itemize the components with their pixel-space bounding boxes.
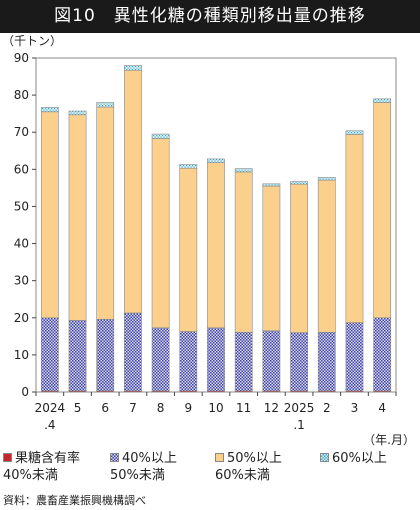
legend-swatch [3, 453, 12, 462]
x-tick-label: 11 [236, 401, 251, 415]
x-tick-label: .1 [293, 418, 304, 432]
legend-item-2: 40%以上 50%未満 [110, 450, 177, 484]
y-tick-label: 70 [14, 125, 29, 139]
bar-segment-3 [96, 106, 115, 320]
legend-sublabel: 50%未満 [110, 468, 165, 483]
y-tick-label: 80 [14, 88, 29, 102]
bar-segment-4 [290, 181, 308, 185]
bar-segment-4 [151, 133, 170, 139]
bar-segment-4 [179, 164, 198, 169]
source-note: 資料：農畜産業振興機構調べ [3, 494, 146, 507]
bar-segment-3 [373, 102, 392, 319]
bar-segment-2 [317, 331, 336, 392]
bar-segment-2 [345, 322, 364, 392]
bar-segment-4 [234, 168, 253, 173]
x-tick-label: 9 [184, 401, 192, 415]
bar-segment-2 [68, 320, 87, 392]
legend-sublabel: 60%未満 [215, 468, 270, 483]
x-tick-label: 8 [157, 401, 165, 415]
x-tick-label: 3 [351, 401, 359, 415]
y-tick-label: 40 [14, 237, 29, 251]
bar-segment-2 [124, 312, 142, 392]
legend: 果糖含有率 40%未満 40%以上 50%未満 50%以上 60%未満 60%以上 [0, 450, 420, 490]
x-tick-label: 6 [101, 401, 109, 415]
legend-sublabel: 40%未満 [3, 468, 58, 483]
y-tick-label: 10 [14, 348, 29, 362]
bar-segment-4 [207, 158, 225, 163]
x-tick-label: 2024 [35, 401, 66, 415]
x-tick-label: 4 [378, 401, 386, 415]
bar-segment-2 [151, 327, 170, 392]
legend-label: 果糖含有率 [15, 451, 81, 466]
y-tick-label: 0 [21, 385, 29, 399]
bar-segment-3 [207, 162, 225, 329]
bar-segment-3 [124, 69, 142, 314]
x-tick-label: .4 [44, 418, 55, 432]
bar-segment-4 [345, 130, 364, 135]
bar-segment-3 [179, 167, 198, 332]
bar-segment-2 [234, 331, 253, 392]
legend-label: 40%以上 [122, 451, 177, 466]
bar-segment-2 [207, 327, 225, 392]
y-unit-label: （千トン） [2, 34, 62, 48]
x-unit-label: （年.月） [363, 433, 415, 447]
legend-swatch [320, 453, 329, 462]
bar-segment-3 [262, 185, 281, 332]
bar-segment-2 [373, 317, 392, 392]
y-tick-label: 60 [14, 162, 29, 176]
chart-title: 図10 異性化糖の種類別移出量の推移 [0, 0, 420, 33]
bar-segment-4 [373, 98, 392, 103]
legend-item-1: 果糖含有率 40%未満 [3, 450, 80, 484]
bar-segment-2 [96, 318, 115, 392]
y-tick-label: 30 [14, 274, 29, 288]
bar-segment-3 [317, 179, 336, 333]
bar-segment-3 [290, 183, 308, 333]
bar-segment-4 [40, 107, 59, 113]
bar-segment-4 [68, 110, 87, 116]
bar-segment-3 [345, 134, 364, 323]
x-tick-label: 7 [129, 401, 137, 415]
x-tick-label: 12 [264, 401, 279, 415]
x-tick-label: 2 [323, 401, 331, 415]
bar-segment-3 [68, 114, 87, 321]
x-tick-label: 10 [208, 401, 223, 415]
x-tick-label: 5 [74, 401, 82, 415]
legend-swatch [215, 453, 224, 462]
legend-item-4: 60%以上 [320, 450, 387, 467]
bar-segment-4 [124, 65, 142, 71]
bar-segment-4 [96, 102, 115, 108]
y-tick-label: 90 [14, 51, 29, 65]
y-tick-label: 50 [14, 199, 29, 213]
legend-label: 60%以上 [332, 451, 387, 466]
legend-item-3: 50%以上 60%未満 [215, 450, 282, 484]
stacked-bar-chart: （千トン） （年.月） 0 10 20 30 40 50 60 70 80 90 2024 .4 5 6 7… [2, 34, 415, 447]
x-tick-label: 2025 [284, 401, 315, 415]
bar-segment-2 [40, 317, 59, 392]
bar-segment-3 [234, 171, 253, 333]
bar-segment-2 [290, 332, 308, 392]
bar-segment-3 [151, 138, 170, 329]
bar-segment-2 [179, 331, 198, 392]
bar-segment-2 [262, 330, 281, 392]
bar-segment-4 [317, 177, 336, 181]
legend-label: 50%以上 [227, 451, 282, 466]
y-tick-label: 20 [14, 311, 29, 325]
legend-swatch [110, 453, 119, 462]
bar-segment-4 [262, 183, 281, 187]
bar-segment-3 [40, 111, 59, 319]
